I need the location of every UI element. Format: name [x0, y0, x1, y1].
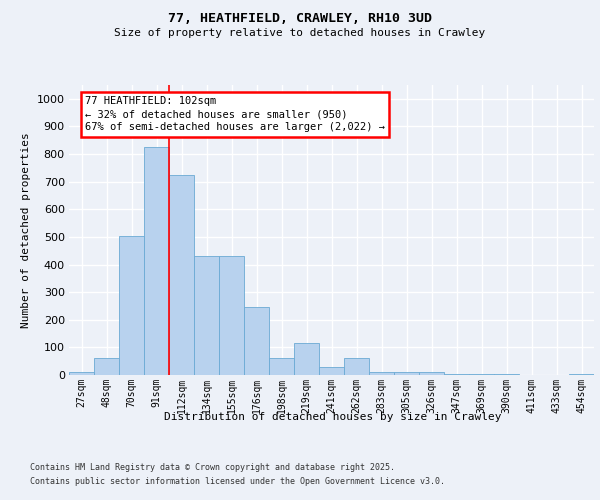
Bar — [169, 175, 194, 375]
Text: Size of property relative to detached houses in Crawley: Size of property relative to detached ho… — [115, 28, 485, 38]
Bar — [444, 374, 469, 375]
Bar — [219, 256, 244, 375]
Text: Contains public sector information licensed under the Open Government Licence v3: Contains public sector information licen… — [30, 477, 445, 486]
Bar — [344, 358, 369, 375]
Bar — [244, 308, 269, 375]
Bar — [569, 374, 594, 375]
Bar — [144, 147, 169, 375]
Bar — [294, 343, 319, 375]
Bar — [319, 366, 344, 375]
Text: Contains HM Land Registry data © Crown copyright and database right 2025.: Contains HM Land Registry data © Crown c… — [30, 464, 395, 472]
Text: Distribution of detached houses by size in Crawley: Distribution of detached houses by size … — [164, 412, 502, 422]
Bar — [494, 374, 519, 375]
Bar — [419, 372, 444, 375]
Bar — [194, 256, 219, 375]
Text: 77, HEATHFIELD, CRAWLEY, RH10 3UD: 77, HEATHFIELD, CRAWLEY, RH10 3UD — [168, 12, 432, 26]
Bar — [269, 358, 294, 375]
Y-axis label: Number of detached properties: Number of detached properties — [21, 132, 31, 328]
Bar — [69, 372, 94, 375]
Bar — [119, 236, 144, 375]
Text: 77 HEATHFIELD: 102sqm
← 32% of detached houses are smaller (950)
67% of semi-det: 77 HEATHFIELD: 102sqm ← 32% of detached … — [85, 96, 385, 132]
Bar — [94, 358, 119, 375]
Bar — [469, 374, 494, 375]
Bar — [394, 372, 419, 375]
Bar — [369, 372, 394, 375]
